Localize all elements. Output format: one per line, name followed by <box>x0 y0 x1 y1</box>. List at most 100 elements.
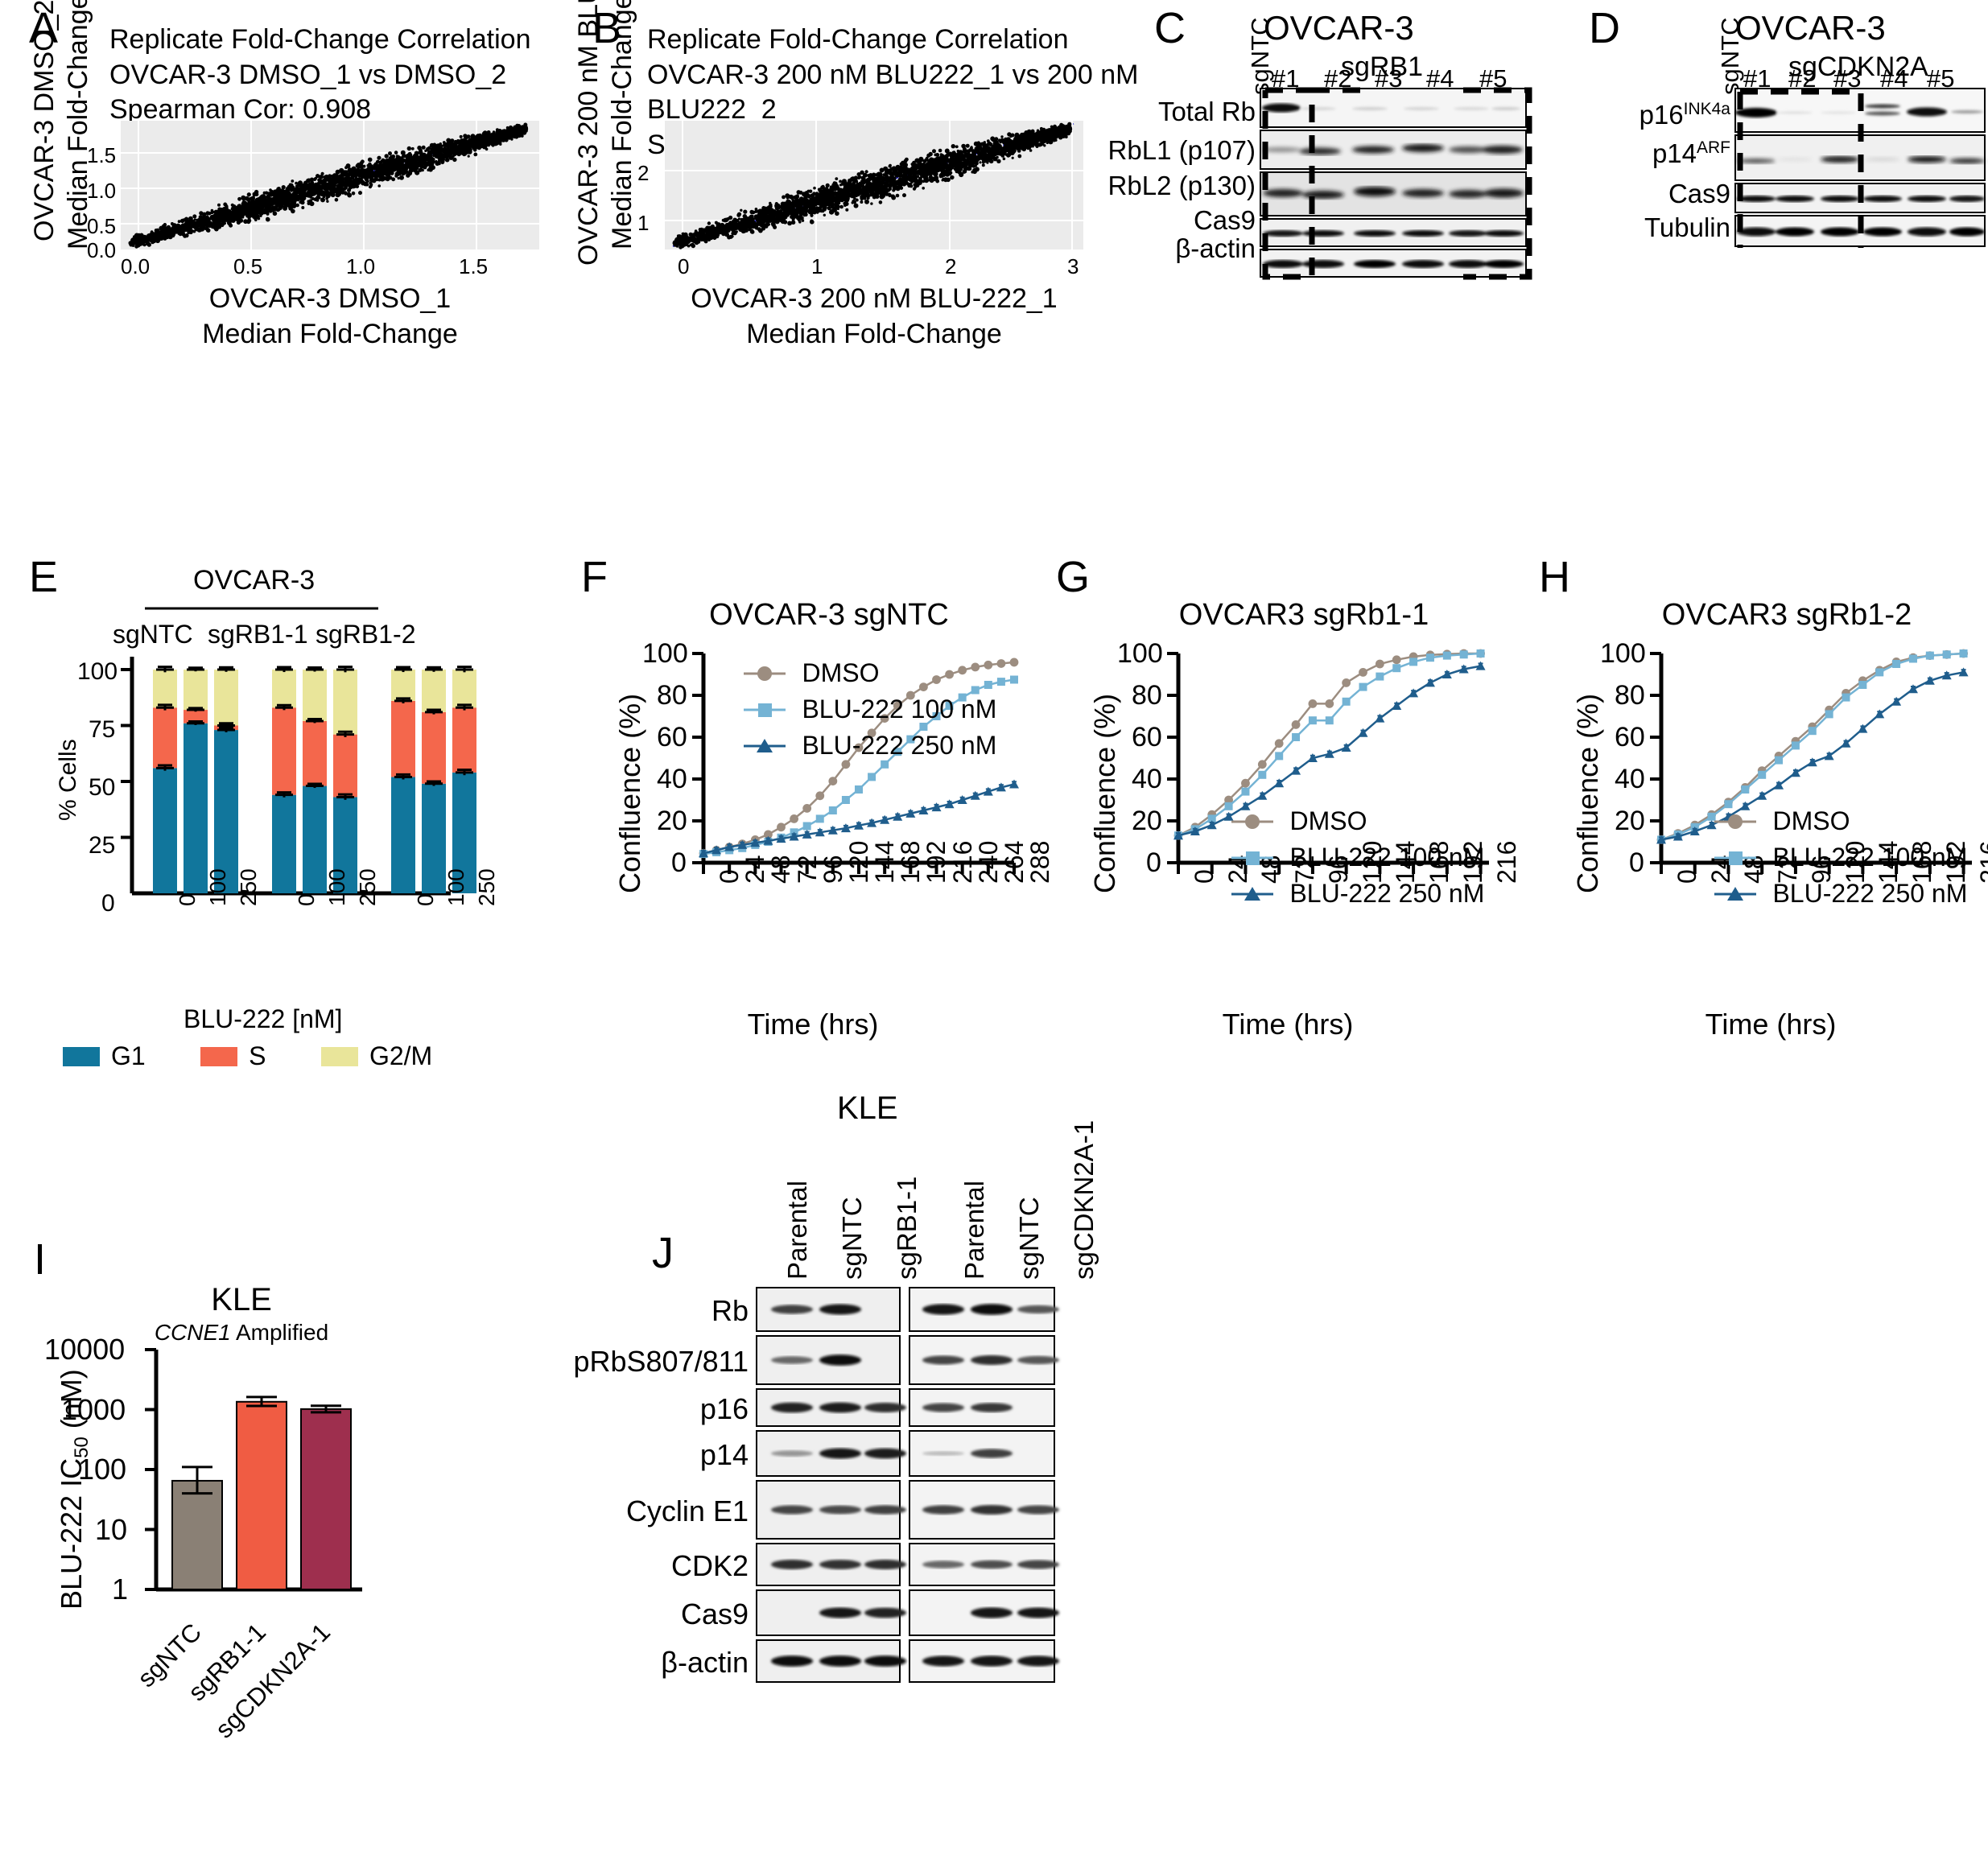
panel-e-ytick-75: 75 <box>89 716 115 744</box>
panel-e-ytick-0: 0 <box>101 890 115 917</box>
panel-h-legend-label-2: BLU-222 250 nM <box>1772 879 1967 908</box>
panel-c-letter: C <box>1154 6 1186 50</box>
panel-g-legend-label-1: BLU-222 100 nM <box>1289 843 1484 872</box>
panelg-ytick-4: 80 <box>1132 680 1162 711</box>
panelh-ytick-1: 20 <box>1615 806 1645 837</box>
panel-e-ytick-25: 25 <box>89 832 115 860</box>
panel-e-xtick-4: 100 <box>324 868 350 906</box>
panelg-xtick-0: 0 <box>1190 869 1219 884</box>
panelh-ytick-2: 40 <box>1615 764 1645 795</box>
panel-e-group-0: sgNTC <box>113 618 193 651</box>
panel-e-legend: G1 S G2/M <box>63 1041 432 1071</box>
panel-g-title: OVCAR3 sgRb1-1 <box>1127 596 1481 635</box>
panel-a-ylabel-line2: Median Fold-Change <box>61 0 97 249</box>
panel-c-lane-0: sgNTC <box>1246 18 1275 95</box>
panel-e-xtick-3: 0 <box>294 893 320 906</box>
panelg-ytick-2: 40 <box>1132 764 1162 795</box>
panel-e-legend-item-g2m: G2/M <box>321 1049 432 1063</box>
panel-e-xtick-7: 100 <box>443 868 469 906</box>
panelf-ytick-3: 60 <box>657 722 687 753</box>
panel-e-xtick-6: 0 <box>413 893 439 906</box>
panel-h-letter: H <box>1539 555 1570 599</box>
panel-g-legend-label-2: BLU-222 250 nM <box>1289 879 1484 908</box>
panel-j-lane-1: sgNTC <box>837 1197 868 1280</box>
panel-b-xtick-1: 0 <box>678 254 689 279</box>
blu100-marker-icon <box>1713 849 1758 867</box>
panel-j-cellline: KLE <box>837 1088 898 1129</box>
panel-d-lane-0: sgNTC <box>1716 18 1745 95</box>
panel-j-lane-3: Parental <box>959 1181 990 1280</box>
panel-j-lane-2: sgRB1-1 <box>892 1177 922 1280</box>
panelf-xtick-3: 72 <box>793 855 823 884</box>
panel-a-ytick-3: 0.5 <box>87 214 116 239</box>
panel-g-legend-item-blu100: BLU-222 100 nM <box>1230 843 1484 872</box>
panel-c-row-label-2: RbL2 (p130) <box>1095 171 1256 201</box>
panel-d-row-label-1: p14ARF <box>1569 138 1730 169</box>
panel-e-ylabel: % Cells <box>53 739 84 821</box>
panel-j-row-label-4: Cyclin E1 <box>515 1494 749 1528</box>
panel-e-legend-label-s: S <box>249 1041 266 1070</box>
panel-i-title: KLE <box>129 1280 354 1321</box>
panel-c-row-label-1: RbL1 (p107) <box>1095 135 1256 166</box>
panelf-ytick-4: 80 <box>657 680 687 711</box>
panel-e-letter: E <box>29 555 58 599</box>
panel-i-subtitle: CCNE1 Amplified <box>129 1318 354 1347</box>
panel-e-chart <box>121 652 459 917</box>
panel-j-row-label-7: β-actin <box>515 1646 749 1680</box>
panelh-xtick-0: 0 <box>1672 869 1702 884</box>
blu100-marker-icon <box>742 701 787 719</box>
panel-f-legend-label-0: DMSO <box>802 658 879 687</box>
panel-i-chart <box>145 1348 419 1622</box>
panelg-ytick-1: 20 <box>1132 806 1162 837</box>
panel-e-xlabel: BLU-222 [nM] <box>184 1003 342 1036</box>
panel-a-ylabel-line1: OVCAR-3 DMSO_2 <box>27 0 63 241</box>
panel-j-lane-4: sgNTC <box>1014 1197 1045 1280</box>
panel-j-row-label-3: p14 <box>515 1438 749 1472</box>
panel-e-legend-item-g1: G1 <box>63 1049 149 1063</box>
panel-g-legend-label-0: DMSO <box>1289 806 1367 835</box>
panelh-ytick-0: 0 <box>1629 847 1644 879</box>
panel-h-legend-item-blu250: BLU-222 250 nM <box>1713 879 1967 909</box>
panelh-xtick-9: 216 <box>1975 841 1988 884</box>
panel-a-plot <box>121 121 539 249</box>
panelg-ytick-5: 100 <box>1117 638 1163 670</box>
panel-a-xtick-1: 0.0 <box>121 254 150 279</box>
panel-e-xtick-5: 250 <box>355 868 381 906</box>
panel-g-legend-item-blu250: BLU-222 250 nM <box>1230 879 1484 909</box>
panel-c-row-label-3: Cas9 <box>1095 205 1256 236</box>
panel-d-row-label-3: Tubulin <box>1569 212 1730 243</box>
panel-j-row-label-6: Cas9 <box>515 1597 749 1631</box>
blu250-marker-icon <box>1230 885 1275 903</box>
dmso-marker-icon <box>1230 813 1275 831</box>
panel-e-header-bar <box>145 605 378 612</box>
panel-g-ylabel: Confluence (%) <box>1087 694 1124 893</box>
panel-b-xtick-3: 2 <box>945 254 956 279</box>
panel-e-ytick-100: 100 <box>77 658 118 686</box>
panel-j-row-label-1: pRbS807/811 <box>515 1345 749 1379</box>
panel-b-xlabel-line2: Median Fold-Change <box>665 317 1083 352</box>
panelf-xtick-9: 216 <box>948 841 978 884</box>
panel-h-legend-label-1: BLU-222 100 nM <box>1772 843 1967 872</box>
panel-a-xtick-2: 0.5 <box>233 254 262 279</box>
panel-e-group-1: sgRB1-1 <box>208 618 308 651</box>
panel-a-xlabel: OVCAR-3 DMSO_1 Median Fold-Change <box>121 282 539 352</box>
panel-a-title: Replicate Fold-Change Correlation OVCAR-… <box>109 23 531 128</box>
panel-d-cellline: OVCAR-3 <box>1735 6 1886 50</box>
panel-e-group-2: sgRB1-2 <box>316 618 416 651</box>
panel-a: A Replicate Fold-Change Correlation OVCA… <box>0 0 596 290</box>
panel-d-row-0-sup: INK4a <box>1684 100 1730 118</box>
panel-g-legend: DMSO BLU-222 100 nM BLU-222 250 nM <box>1230 806 1484 909</box>
panel-i-ytick-1: 10 <box>95 1513 127 1547</box>
panel-d-row-label-0: p16INK4a <box>1569 100 1730 130</box>
panel-a-xtick-3: 1.0 <box>346 254 375 279</box>
panel-b-xtick-2: 1 <box>811 254 823 279</box>
panel-f-ylabel: Confluence (%) <box>612 694 649 893</box>
panel-e-ytick-50: 50 <box>89 774 115 802</box>
panel-b-plot <box>665 121 1083 249</box>
panelg-xtick-9: 216 <box>1492 841 1522 884</box>
panel-d-row-label-2: Cas9 <box>1569 179 1730 209</box>
panel-f-xlabel: Time (hrs) <box>676 1006 950 1043</box>
